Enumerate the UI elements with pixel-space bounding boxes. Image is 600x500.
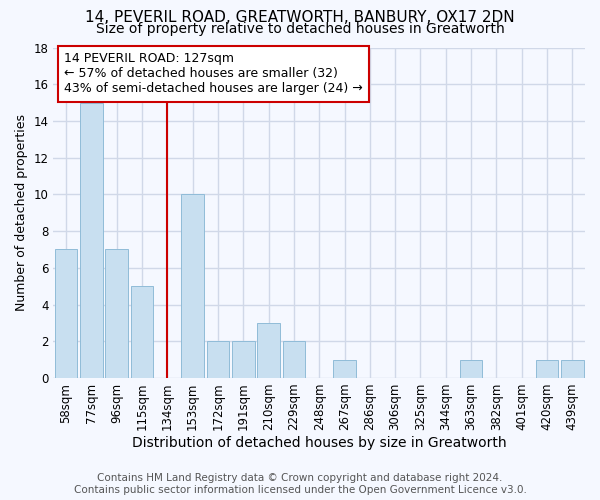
Text: 14, PEVERIL ROAD, GREATWORTH, BANBURY, OX17 2DN: 14, PEVERIL ROAD, GREATWORTH, BANBURY, O…: [85, 10, 515, 25]
Bar: [333, 360, 356, 378]
Bar: [561, 360, 584, 378]
Bar: [206, 341, 229, 378]
Bar: [536, 360, 559, 378]
Bar: [460, 360, 482, 378]
Bar: [232, 341, 254, 378]
Text: Contains HM Land Registry data © Crown copyright and database right 2024.
Contai: Contains HM Land Registry data © Crown c…: [74, 474, 526, 495]
Bar: [80, 102, 103, 378]
X-axis label: Distribution of detached houses by size in Greatworth: Distribution of detached houses by size …: [132, 436, 506, 450]
Y-axis label: Number of detached properties: Number of detached properties: [15, 114, 28, 311]
Text: 14 PEVERIL ROAD: 127sqm
← 57% of detached houses are smaller (32)
43% of semi-de: 14 PEVERIL ROAD: 127sqm ← 57% of detache…: [64, 52, 363, 96]
Bar: [131, 286, 154, 378]
Bar: [181, 194, 204, 378]
Bar: [106, 250, 128, 378]
Bar: [55, 250, 77, 378]
Bar: [257, 323, 280, 378]
Bar: [283, 341, 305, 378]
Text: Size of property relative to detached houses in Greatworth: Size of property relative to detached ho…: [95, 22, 505, 36]
